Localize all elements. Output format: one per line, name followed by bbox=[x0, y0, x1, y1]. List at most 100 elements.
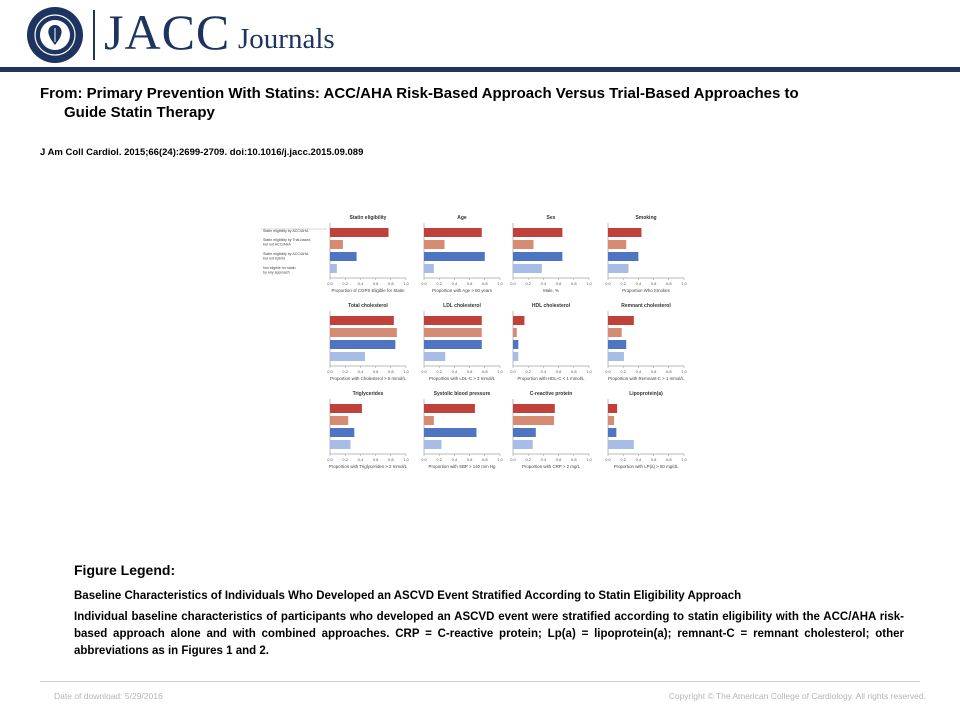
panel-10: C-reactive protein 0.0 0.2 0.4 0.6 0.8 1.0 Prop… bbox=[510, 391, 592, 469]
tick-label: 0.6 bbox=[651, 281, 657, 286]
panel-title: Lipoprotein(a) bbox=[629, 391, 663, 397]
series-label-1: Statin eligibility by Trial-based bbox=[263, 238, 310, 242]
tick-label: 0.2 bbox=[436, 457, 442, 462]
tick-label: 0.8 bbox=[482, 281, 488, 286]
tick-label: 1.0 bbox=[586, 281, 592, 286]
footer-divider bbox=[40, 681, 920, 682]
bar-0 bbox=[513, 404, 555, 413]
tick-label: 0.2 bbox=[620, 369, 626, 374]
bar-1 bbox=[330, 416, 349, 425]
tick-label: 0.0 bbox=[421, 457, 427, 462]
bar-1 bbox=[424, 240, 445, 249]
tick-label: 0.8 bbox=[571, 369, 577, 374]
panel-xlabel: Proportion with CRP > 2 mg/L bbox=[522, 464, 581, 469]
panel-xlabel: Proportion with Age > 60 years bbox=[432, 288, 493, 293]
legend-heading: Figure Legend: bbox=[74, 562, 176, 578]
tick-label: 0.6 bbox=[373, 457, 379, 462]
tick-label: 0.6 bbox=[467, 457, 473, 462]
bar-3 bbox=[513, 264, 542, 273]
tick-label: 1.0 bbox=[681, 281, 687, 286]
jacc-logo-text: JACC bbox=[104, 4, 231, 60]
tick-label: 0.4 bbox=[636, 369, 642, 374]
bar-1 bbox=[513, 416, 555, 425]
bar-2 bbox=[608, 428, 617, 437]
tick-label: 1.0 bbox=[497, 457, 503, 462]
tick-label: 0.2 bbox=[342, 369, 348, 374]
bar-1 bbox=[330, 240, 343, 249]
tick-label: 0.2 bbox=[525, 369, 531, 374]
bar-3 bbox=[330, 264, 337, 273]
bar-0 bbox=[608, 228, 642, 237]
bar-3 bbox=[513, 440, 533, 449]
journals-logo-text: Journals bbox=[238, 23, 335, 55]
panel-6: HDL cholesterol 0.0 0.2 0.4 0.6 0.8 1.0Proport… bbox=[510, 303, 592, 381]
panel-5: LDL cholesterol 0.0 0.2 0.4 0.6 0.8 1.0Proport… bbox=[421, 303, 503, 381]
tick-label: 0.6 bbox=[556, 369, 562, 374]
tick-label: 0.8 bbox=[388, 369, 394, 374]
tick-label: 0.0 bbox=[605, 369, 611, 374]
citation[interactable]: J Am Coll Cardiol. 2015;66(24):2699-2709… bbox=[40, 147, 364, 158]
acc-seal-logo bbox=[27, 7, 83, 63]
bar-2 bbox=[424, 428, 477, 437]
tick-label: 0.0 bbox=[421, 369, 427, 374]
tick-label: 1.0 bbox=[586, 457, 592, 462]
tick-label: 0.6 bbox=[556, 457, 562, 462]
bar-3 bbox=[608, 352, 624, 361]
bar-2 bbox=[330, 340, 396, 349]
tick-label: 1.0 bbox=[681, 369, 687, 374]
logo-divider bbox=[93, 10, 95, 60]
tick-label: 1.0 bbox=[497, 369, 503, 374]
series-label-3: Not eligible for statin bbox=[263, 266, 296, 270]
tick-label: 0.4 bbox=[358, 281, 364, 286]
bar-2 bbox=[330, 252, 357, 261]
bar-1 bbox=[424, 328, 482, 337]
tick-label: 0.6 bbox=[467, 369, 473, 374]
tick-label: 0.4 bbox=[541, 457, 547, 462]
panel-xlabel: Proportion with SBP > 140 mm Hg bbox=[429, 464, 496, 469]
bar-2 bbox=[424, 252, 485, 261]
download-date: Date of download: 5/29/2016 bbox=[54, 691, 163, 701]
header: JACC Journals bbox=[0, 0, 960, 72]
bar-3 bbox=[513, 352, 519, 361]
tick-label: 0.6 bbox=[651, 457, 657, 462]
tick-label: 0.4 bbox=[452, 281, 458, 286]
tick-label: 0.2 bbox=[620, 281, 626, 286]
series-label-3: by any approach bbox=[263, 271, 290, 275]
tick-label: 0.0 bbox=[327, 369, 333, 374]
panel-8: Triglycerides 0.0 0.2 0.4 0.6 0.8 1.0 Proportio… bbox=[327, 391, 409, 469]
tick-label: 1.0 bbox=[497, 281, 503, 286]
tick-label: 0.2 bbox=[342, 281, 348, 286]
panel-0: Statin eligibility 0.0 0.2 0.4 0.6 0.8 1.0 Prop… bbox=[327, 215, 409, 293]
panel-xlabel: Proportion with HDL-C < 1 mmol/L bbox=[518, 376, 586, 381]
panel-xlabel: Proportion with Remnant-C > 1 mmol/L bbox=[608, 376, 685, 381]
tick-label: 0.8 bbox=[666, 457, 672, 462]
legend-subtitle: Baseline Characteristics of Individuals … bbox=[74, 590, 742, 602]
panel-xlabel: Proportion of CGPS Eligible for Statin bbox=[332, 288, 406, 293]
tick-label: 0.6 bbox=[556, 281, 562, 286]
tick-label: 0.6 bbox=[373, 369, 379, 374]
panel-9: Systolic blood pressure 0.0 0.2 0.4 0.6 0.8 1.… bbox=[421, 391, 503, 469]
header-bar bbox=[0, 67, 960, 72]
bar-3 bbox=[330, 352, 365, 361]
tick-label: 0.8 bbox=[388, 457, 394, 462]
tick-label: 0.8 bbox=[666, 369, 672, 374]
figure-panel-grid: Statin eligibility by ACC/AHA Statin elig… bbox=[261, 215, 688, 469]
bar-3 bbox=[330, 440, 351, 449]
tick-label: 1.0 bbox=[403, 457, 409, 462]
panel-xlabel: Proportion with LDL-C > 3 mmol/L bbox=[429, 376, 496, 381]
bar-3 bbox=[424, 352, 446, 361]
tick-label: 0.4 bbox=[358, 457, 364, 462]
panel-title: LDL cholesterol bbox=[443, 303, 481, 309]
panel-title: Sex bbox=[547, 215, 556, 221]
panel-xlabel: Male, % bbox=[543, 288, 559, 293]
tick-label: 0.8 bbox=[482, 369, 488, 374]
panel-xlabel: Proportion with Triglycerides > 2 mmol/L bbox=[329, 464, 408, 469]
bar-0 bbox=[513, 316, 525, 325]
tick-label: 0.0 bbox=[510, 281, 516, 286]
tick-label: 0.6 bbox=[373, 281, 379, 286]
bar-0 bbox=[330, 404, 362, 413]
article-title: From: Primary Prevention With Statins: A… bbox=[40, 84, 920, 122]
bar-0 bbox=[608, 316, 634, 325]
tick-label: 0.2 bbox=[342, 457, 348, 462]
tick-label: 0.6 bbox=[651, 369, 657, 374]
